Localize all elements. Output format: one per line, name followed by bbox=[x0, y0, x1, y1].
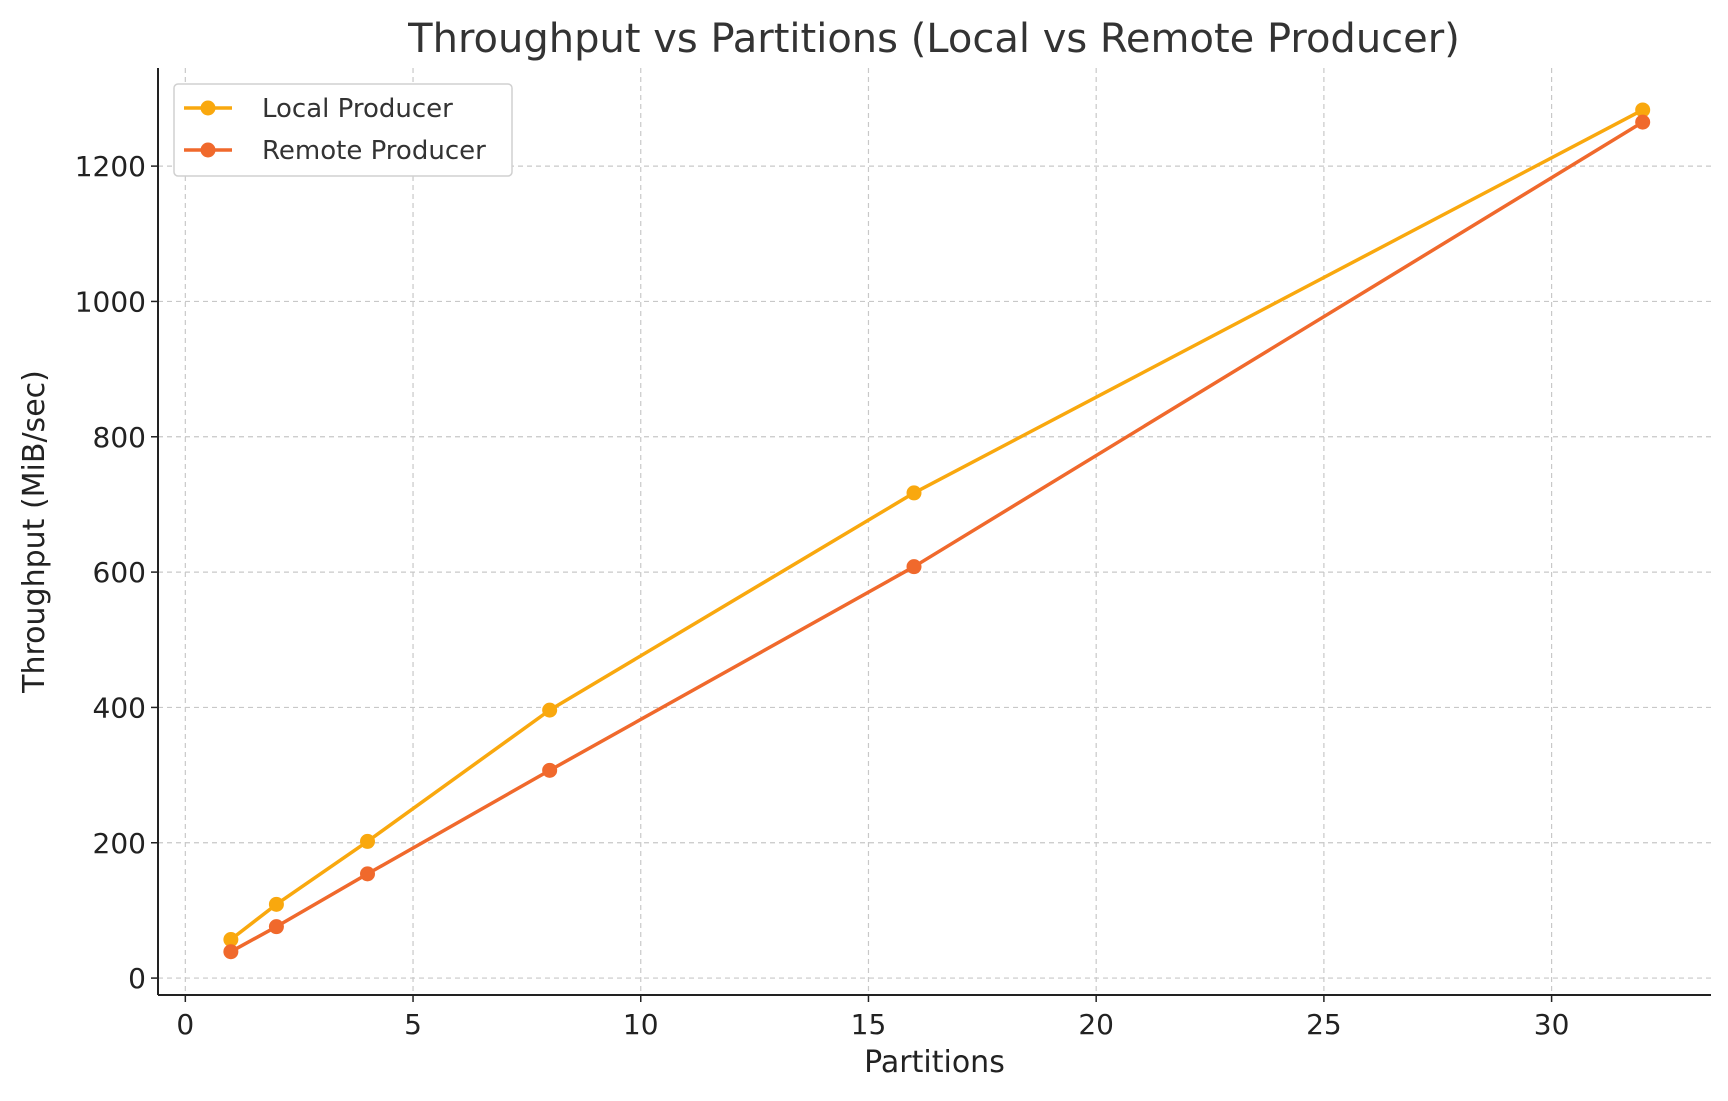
y-tick-label: 1200 bbox=[75, 150, 146, 183]
legend-marker bbox=[200, 100, 216, 116]
y-ticks: 0 200 400 600 800 1000 1200 bbox=[75, 150, 158, 995]
y-tick-label: 400 bbox=[93, 691, 146, 724]
x-tick-label: 10 bbox=[623, 1008, 659, 1041]
data-point bbox=[359, 866, 375, 882]
legend-box bbox=[173, 83, 513, 177]
data-point bbox=[542, 702, 558, 718]
data-point bbox=[268, 919, 284, 935]
x-tick-label: 20 bbox=[1078, 1008, 1114, 1041]
y-tick-label: 600 bbox=[93, 556, 146, 589]
data-point bbox=[542, 762, 558, 778]
x-tick-label: 15 bbox=[851, 1008, 887, 1041]
x-ticks: 0 5 10 15 20 25 30 bbox=[176, 995, 1569, 1041]
data-point bbox=[906, 559, 922, 575]
grid bbox=[158, 68, 1711, 995]
x-tick-label: 30 bbox=[1534, 1008, 1570, 1041]
axes bbox=[157, 68, 1711, 996]
legend-label: Local Producer bbox=[262, 94, 453, 124]
series bbox=[223, 102, 1651, 960]
y-tick-label: 800 bbox=[93, 421, 146, 454]
series-line bbox=[229, 108, 1644, 941]
legend-item: Local Producer bbox=[184, 94, 453, 124]
data-point bbox=[1635, 114, 1651, 130]
x-tick-label: 0 bbox=[176, 1008, 194, 1041]
x-tick-label: 25 bbox=[1306, 1008, 1342, 1041]
data-point bbox=[906, 485, 922, 501]
legend-marker bbox=[200, 142, 216, 158]
series-local-producer bbox=[223, 102, 1651, 948]
legend-label: Remote Producer bbox=[262, 136, 486, 166]
chart-title: Throughput vs Partitions (Local vs Remot… bbox=[407, 16, 1460, 62]
legend-item: Remote Producer bbox=[184, 136, 486, 166]
y-tick-label: 200 bbox=[93, 827, 146, 860]
series-line bbox=[230, 120, 1644, 954]
data-point bbox=[268, 896, 284, 912]
series-remote-producer bbox=[223, 114, 1651, 960]
x-axis-title: Partitions bbox=[864, 1045, 1005, 1080]
y-axis-title: Throughput (MiB/sec) bbox=[17, 370, 52, 694]
legend: Local Producer Remote Producer bbox=[173, 83, 513, 177]
y-tick-label: 1000 bbox=[75, 285, 146, 318]
data-point bbox=[223, 932, 239, 948]
data-point bbox=[359, 833, 375, 849]
x-tick-label: 5 bbox=[404, 1008, 422, 1041]
data-point bbox=[223, 944, 239, 960]
data-point bbox=[1635, 102, 1651, 118]
y-tick-label: 0 bbox=[128, 962, 146, 995]
